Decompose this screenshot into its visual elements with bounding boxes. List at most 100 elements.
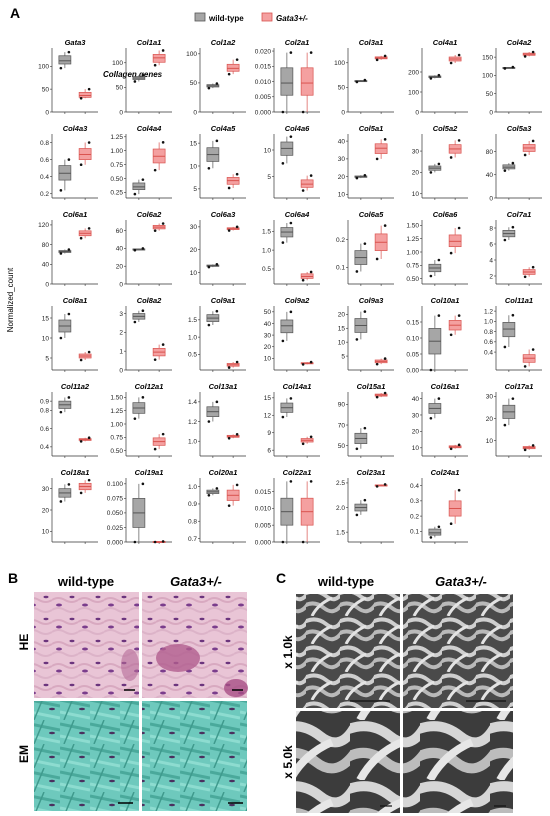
tick-label: 0 xyxy=(45,281,49,288)
tick-label: 30 xyxy=(412,148,420,155)
tick-label: 1.5 xyxy=(188,317,197,324)
data-point-wild-type xyxy=(437,258,441,262)
data-point-wild-type xyxy=(207,323,211,327)
tick-label: 0.50 xyxy=(406,276,419,283)
tick-label: 0.8 xyxy=(188,519,197,526)
data-point-wild-type xyxy=(511,225,515,229)
data-point-gata3 xyxy=(383,357,387,360)
tick-label: 0.005 xyxy=(255,94,272,101)
plot-title: Col24a1 xyxy=(431,468,460,477)
data-point-wild-type xyxy=(67,396,71,399)
collagen-genes-label: Collagen genes xyxy=(103,70,163,79)
tick-label: 0.00 xyxy=(406,367,419,374)
data-point-wild-type xyxy=(503,423,507,427)
legend-swatch-gata3 xyxy=(261,12,273,22)
data-point-gata3 xyxy=(235,225,239,229)
tick-label: 90 xyxy=(338,402,346,409)
boxplot-col19a1: Col19a1 0.000 0.025 0.050 0.075 0.100 xyxy=(107,468,172,546)
plot-title: Col12a1 xyxy=(135,382,164,391)
data-point-wild-type xyxy=(355,176,359,180)
tick-label: 0.9 xyxy=(40,398,49,405)
tick-label: 20 xyxy=(412,429,420,436)
tick-label: 20 xyxy=(338,312,346,319)
boxplot-grid: Gata3050100Col1a1050100Col1a2050100Col2a… xyxy=(38,38,542,546)
tick-label: 10 xyxy=(264,356,272,363)
data-point-gata3 xyxy=(531,265,535,269)
panel-c: wild-type Gata3+/- x 1.0k x 5.0k xyxy=(281,574,513,813)
tick-label: 0.9 xyxy=(188,501,197,508)
box-wild-type xyxy=(58,55,72,65)
data-point-gata3 xyxy=(227,72,231,76)
data-point-wild-type xyxy=(207,265,211,269)
box-gata3 xyxy=(448,234,462,248)
tick-label: 12 xyxy=(264,413,272,420)
plot-title: Col8a2 xyxy=(137,296,162,305)
boxplot-gata3: Gata3 0 50 100 xyxy=(38,38,98,116)
panel-c-row-1k: x 1.0k xyxy=(281,635,295,669)
boxplot-col22a1: Col22a1 0.000 0.005 0.010 0.015 xyxy=(255,468,320,546)
box-gata3 xyxy=(300,179,314,188)
boxplot-col23a1: Col23a1 1.5 2.0 2.5 xyxy=(336,468,394,544)
tick-label: 10 xyxy=(42,529,50,536)
tick-label: 6 xyxy=(489,241,493,248)
data-point-wild-type xyxy=(363,310,367,313)
tick-label: 20 xyxy=(190,247,198,254)
boxplot-col11a1: Col11a1 0.4 0.6 0.8 1.0 1.2 xyxy=(484,296,542,372)
tick-label: 100 xyxy=(112,60,123,67)
data-point-wild-type xyxy=(503,345,507,349)
sem-1k-wild-type-image xyxy=(296,594,400,708)
tick-label: 0.05 xyxy=(406,351,419,358)
plot-title: Col17a1 xyxy=(505,382,534,391)
data-point-wild-type xyxy=(429,416,433,420)
data-point-gata3 xyxy=(457,443,461,447)
data-point-gata3 xyxy=(449,156,453,159)
tick-label: 100 xyxy=(334,60,345,67)
boxplot-col16a1: Col16a1 10 20 30 40 xyxy=(412,382,468,458)
box-gata3 xyxy=(300,67,314,96)
boxplot-col12a1: Col12a1 0.50 0.75 1.00 1.25 1.50 xyxy=(110,382,172,458)
data-point-gata3 xyxy=(235,172,239,176)
data-point-gata3 xyxy=(79,163,83,167)
tick-label: 0.2 xyxy=(40,191,49,198)
tick-label: 1 xyxy=(119,348,123,355)
data-point-wild-type xyxy=(429,536,433,539)
plot-title: Col5a1 xyxy=(359,124,384,133)
tick-label: 60 xyxy=(116,228,124,235)
boxplot-col9a1: Col9a1 0.5 1.0 1.5 xyxy=(188,296,246,372)
tick-label: 50 xyxy=(42,86,50,93)
data-point-wild-type xyxy=(363,242,367,245)
tick-label: 0 xyxy=(341,109,345,116)
tick-label: 10 xyxy=(190,270,198,277)
panel-b-row-he: HE xyxy=(17,634,31,651)
tick-label: 15 xyxy=(190,140,198,147)
data-point-wild-type xyxy=(59,252,63,255)
plot-title: Col6a5 xyxy=(359,210,384,219)
boxplot-col8a2: Col8a2 0 1 2 3 xyxy=(119,296,172,374)
data-point-wild-type xyxy=(289,221,293,225)
tick-label: 0.15 xyxy=(406,319,419,326)
tick-label: 40 xyxy=(412,396,420,403)
tick-label: 100 xyxy=(38,64,49,71)
data-point-wild-type xyxy=(141,178,145,181)
tick-label: 80 xyxy=(42,242,50,249)
tick-label: 2 xyxy=(119,330,123,337)
data-point-wild-type xyxy=(363,78,367,82)
tick-label: 0.000 xyxy=(107,539,124,546)
tick-label: 0 xyxy=(193,109,197,116)
tick-label: 0 xyxy=(489,109,493,116)
tick-label: 120 xyxy=(38,222,49,229)
tick-label: 1.0 xyxy=(188,439,197,446)
tick-label: 10 xyxy=(412,191,420,198)
tick-label: 0.000 xyxy=(255,539,272,546)
tick-label: 1.50 xyxy=(406,223,419,230)
panel-b-col-wild-type: wild-type xyxy=(57,574,114,589)
data-point-gata3 xyxy=(523,153,527,157)
data-point-gata3 xyxy=(153,540,157,544)
boxplot-col14a1: Col14a1 6 9 12 15 xyxy=(264,382,320,458)
data-point-wild-type xyxy=(207,86,211,90)
boxplot-col24a1: Col24a1 0.1 0.2 0.3 0.4 xyxy=(410,468,468,544)
data-point-wild-type xyxy=(59,410,63,414)
plot-title: Col6a4 xyxy=(285,210,310,219)
plot-title: Col10a1 xyxy=(431,296,460,305)
data-point-wild-type xyxy=(289,397,293,400)
